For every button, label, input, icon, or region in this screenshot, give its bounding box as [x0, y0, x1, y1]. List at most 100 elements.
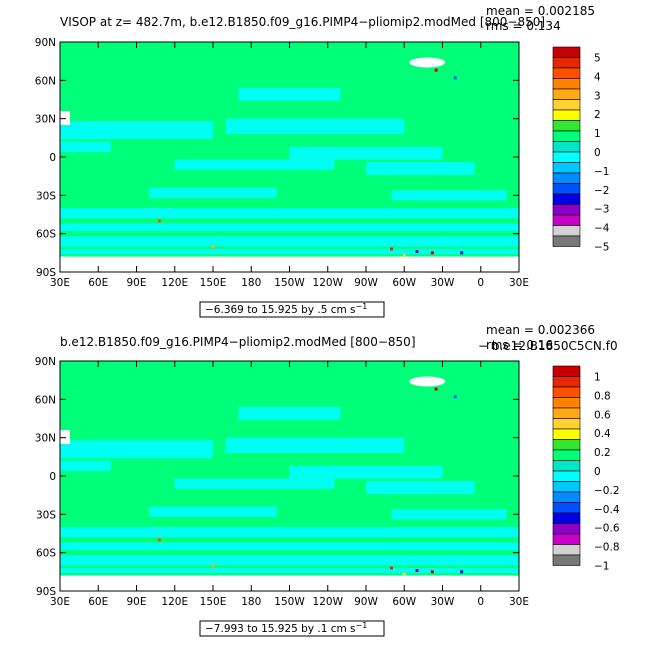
panel-2-rms: rms = 0.16 [486, 338, 553, 352]
colorbar-label: −2 [594, 185, 609, 197]
colorbar-swatch [552, 365, 581, 377]
y-tick-label: 90S [36, 586, 56, 598]
x-tick-label: 120W [313, 277, 344, 289]
colorbar-swatch [552, 397, 581, 409]
x-tick-label: 30W [431, 277, 455, 289]
x-tick-label: 150E [200, 277, 227, 289]
colorbar-swatch [552, 418, 581, 430]
x-tick-label: 120W [313, 596, 344, 608]
field-band [60, 121, 213, 140]
x-tick-label: 30E [50, 596, 70, 608]
colorbar-label: −0.8 [594, 542, 620, 554]
anomaly-mark [211, 244, 215, 248]
colorbar-swatch [552, 523, 581, 535]
field-band [225, 437, 405, 453]
colorbar-swatch [552, 172, 581, 184]
panel-2-mean: mean = 0.002366 [486, 323, 595, 337]
field-band [174, 478, 335, 489]
field-band [60, 527, 519, 538]
colorbar-swatch [552, 162, 581, 174]
colorbar-label: −0.2 [594, 485, 620, 497]
colorbar-swatch [552, 141, 581, 153]
colorbar-swatch [552, 544, 581, 556]
colorbar-swatch [552, 46, 581, 58]
field-band [149, 506, 277, 517]
field-band [366, 162, 475, 175]
colorbar-label: 0 [594, 147, 601, 159]
colorbar-swatch [552, 88, 581, 100]
y-tick-label: 30S [36, 190, 56, 202]
colorbar-label: 3 [594, 90, 601, 102]
colorbar-label: 4 [594, 71, 601, 83]
field-band [60, 236, 519, 247]
field-band [60, 568, 519, 574]
panel-1-colorbar: 5 4 3 2 1 0 −1 −2 −3 −4 −5 [552, 46, 610, 254]
y-tick-label: 0 [49, 152, 56, 164]
colorbar-swatch [552, 214, 581, 226]
colorbar-label: 1 [594, 372, 601, 384]
y-tick-label: 60S [36, 229, 56, 241]
colorbar-swatch [552, 120, 581, 132]
colorbar-swatch [552, 460, 581, 472]
colorbar-swatch [552, 151, 581, 163]
greenland-mask [409, 57, 446, 68]
colorbar-label: −5 [594, 242, 609, 254]
field-band [225, 118, 405, 134]
y-tick-label: 60N [35, 394, 56, 406]
x-tick-label: 0 [477, 596, 484, 608]
x-tick-label: 150W [274, 596, 305, 608]
anomaly-mark [390, 247, 393, 251]
colorbar-swatch [552, 491, 581, 503]
colorbar-label: 0.6 [594, 409, 611, 421]
colorbar-swatch [552, 78, 581, 90]
anomaly-mark [402, 572, 406, 576]
y-tick-label: 90S [36, 267, 56, 279]
colorbar-label: 1 [594, 128, 601, 140]
anomaly-mark [390, 566, 393, 570]
y-tick-label: 60S [36, 548, 56, 560]
colorbar-swatch [552, 470, 581, 482]
field-band [60, 460, 111, 471]
x-tick-label: 150E [200, 596, 227, 608]
anomaly-mark [460, 251, 464, 255]
colorbar-label: 2 [594, 109, 601, 121]
panel-2-axes: 30E 60E 90E 120E 150E 180 150W 120W 90W 60W 30W 0 30… [35, 356, 529, 608]
colorbar-swatch [552, 99, 581, 111]
field-band [238, 88, 341, 101]
x-tick-label: 60E [88, 596, 108, 608]
colorbar-swatch [552, 439, 581, 451]
x-tick-label: 90W [354, 596, 378, 608]
colorbar-label: 0.2 [594, 447, 611, 459]
colorbar-label: −4 [594, 223, 610, 235]
panel-1-rms: rms = 0.134 [486, 19, 561, 33]
field-band [149, 187, 277, 198]
y-tick-label: 90N [35, 356, 56, 368]
x-tick-label: 180 [241, 277, 261, 289]
colorbar-swatch [552, 225, 581, 237]
field-band [174, 159, 335, 170]
anomaly-mark [434, 387, 438, 391]
x-tick-label: 0 [477, 277, 484, 289]
anomaly-mark [415, 250, 419, 254]
anomaly-mark [430, 251, 434, 255]
anomaly-mark [211, 563, 215, 567]
colorbar-swatch [552, 183, 581, 195]
colorbar-label: −3 [594, 204, 609, 216]
panel-2-range-label: −7.993 to 15.925 by .1 cm s−1 [205, 621, 367, 635]
x-tick-label: 60E [88, 277, 108, 289]
field-band [60, 223, 519, 232]
panel-2: b.e12.B1850.f09_g16.PIMP4−pliomip2.modMe… [35, 323, 620, 637]
field-band [60, 440, 213, 459]
x-tick-label: 60W [392, 596, 416, 608]
panel-1-mean: mean = 0.002185 [486, 4, 595, 18]
field-band [391, 509, 507, 520]
greenland-mask [409, 376, 446, 387]
anomaly-mark [157, 538, 161, 542]
colorbar-label: 5 [594, 53, 601, 65]
colorbar-swatch [552, 512, 581, 524]
x-tick-label: 120E [161, 596, 188, 608]
anomaly-mark [453, 76, 457, 80]
colorbar-swatch [552, 533, 581, 545]
med-mask [60, 111, 70, 125]
